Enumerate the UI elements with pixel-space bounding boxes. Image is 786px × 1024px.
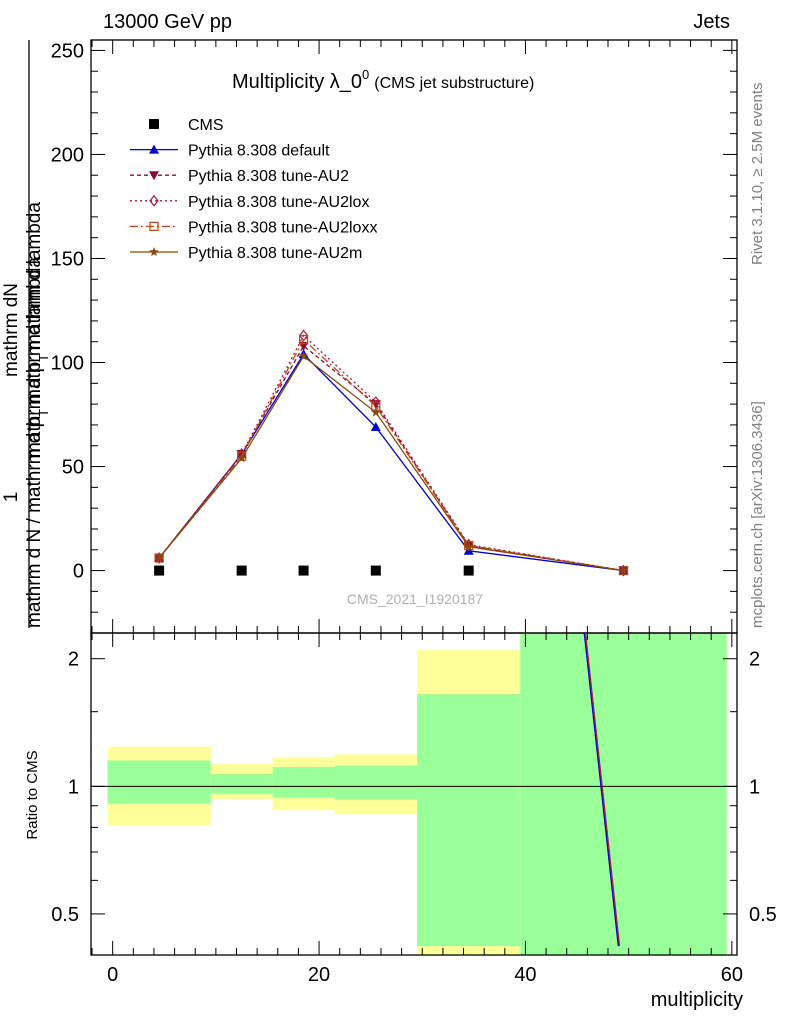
series-line (158, 355, 624, 572)
series-point (370, 422, 381, 432)
y-tick-label: 100 (51, 353, 84, 375)
legend-marker (149, 221, 159, 231)
ratio-band-green (417, 694, 521, 947)
series-line (158, 334, 624, 572)
ratio-y-tick-label: 0.5 (51, 904, 79, 926)
x-tick-label: 0 (107, 964, 118, 986)
series-point (236, 453, 247, 463)
legend-label: Pythia 8.308 tune-AU2m (188, 245, 362, 262)
series-point (371, 396, 381, 409)
ratio-band-green (107, 760, 211, 804)
cms-data-point (298, 565, 309, 576)
mcplots-label: mcplots.cern.ch [arXiv:1306.3436] (749, 401, 766, 628)
cms-data-point (236, 565, 247, 576)
ratio-y-tick-label: 1 (68, 776, 79, 798)
ratio-band-green (520, 633, 727, 955)
series-point (298, 351, 309, 361)
ratio-series (583, 632, 621, 947)
series-line (158, 353, 624, 572)
series-point (154, 553, 164, 563)
y-label-prefix: 1 (1, 492, 22, 503)
legend-marker (149, 119, 159, 129)
cms-data-point (154, 565, 165, 576)
y-label-denominator: mathrm d N / mathrm d pTmathrm d lambda (24, 257, 51, 628)
ratio-y-label: Ratio to CMS (24, 750, 41, 839)
title-sub: (CMS jet substructure) (374, 75, 534, 92)
title-superscript: 0 (362, 67, 369, 82)
ratio-line-tunes (584, 632, 621, 947)
main-series (154, 329, 629, 577)
ratio-y-tick-label-right: 0.5 (749, 904, 777, 926)
legend-label: Pythia 8.308 tune-AU2lox (188, 194, 369, 211)
legend-label: CMS (188, 117, 224, 134)
legend-marker (149, 171, 159, 181)
series-point (371, 407, 381, 417)
header-right: Jets (693, 11, 730, 33)
ratio-panel-border (90, 632, 738, 956)
svg-text:Multiplicity λ_00(CMS jet subs: Multiplicity λ_00 (CMS jet substructure) (232, 67, 534, 93)
y-tick-label: 250 (51, 40, 84, 62)
title-main: Multiplicity λ_0 (232, 71, 362, 93)
header-left: 13000 GeV pp (103, 11, 232, 33)
legend: CMS Pythia 8.308 default Pythia 8.308 tune… (130, 117, 377, 262)
cms-data-point (370, 565, 381, 576)
ratio-y-tick-label-right: 1 (749, 776, 760, 798)
series-point (463, 541, 474, 551)
ratio-band-green (272, 767, 335, 798)
legend-label: Pythia 8.308 tune-AU2loxx (188, 219, 377, 236)
watermark: CMS_2021_I1920187 (347, 591, 483, 607)
ratio-band-green (334, 765, 418, 800)
series-line (158, 338, 624, 572)
x-tick-label: 60 (721, 964, 743, 986)
series-point (298, 335, 309, 345)
legend-label: Pythia 8.308 default (188, 143, 330, 160)
legend-marker (149, 247, 159, 256)
series-line (158, 344, 624, 572)
cms-data-point (463, 565, 474, 576)
y-tick-label: 50 (62, 457, 84, 479)
legend-marker (149, 144, 159, 154)
ratio-band-green (210, 773, 273, 794)
ratio-line-default (583, 632, 619, 947)
legend-marker (149, 194, 159, 207)
rivet-label: Rivet 3.1.10, ≥ 2.5M events (749, 83, 766, 266)
x-tick-label: 40 (514, 964, 536, 986)
ratio-y-tick-label: 2 (68, 649, 79, 671)
ratio-y-tick-label-right: 2 (749, 649, 760, 671)
y-label-numerator: mathrm dN (1, 283, 22, 377)
main-y-axis-label: 1 mathrm dN mathrm d pTmathrm d lambda m… (1, 40, 51, 628)
x-tick-label: 20 (308, 964, 330, 986)
main-panel-frame: 0 50 100 150 200 250 (51, 39, 738, 634)
y-tick-label: 0 (73, 561, 84, 583)
series-point (618, 565, 629, 575)
y-tick-label: 200 (51, 144, 84, 166)
plot-title: Multiplicity λ_00 (CMS jet substructure) (232, 67, 534, 93)
x-axis-label: multiplicity (651, 989, 743, 1011)
ratio-panel-frame: 0 20 40 60 0.5 0.5 1 1 2 2 (51, 40, 777, 986)
ratio-bands (107, 633, 727, 955)
y-tick-label: 150 (51, 248, 84, 270)
legend-label: Pythia 8.308 tune-AU2 (188, 168, 349, 185)
